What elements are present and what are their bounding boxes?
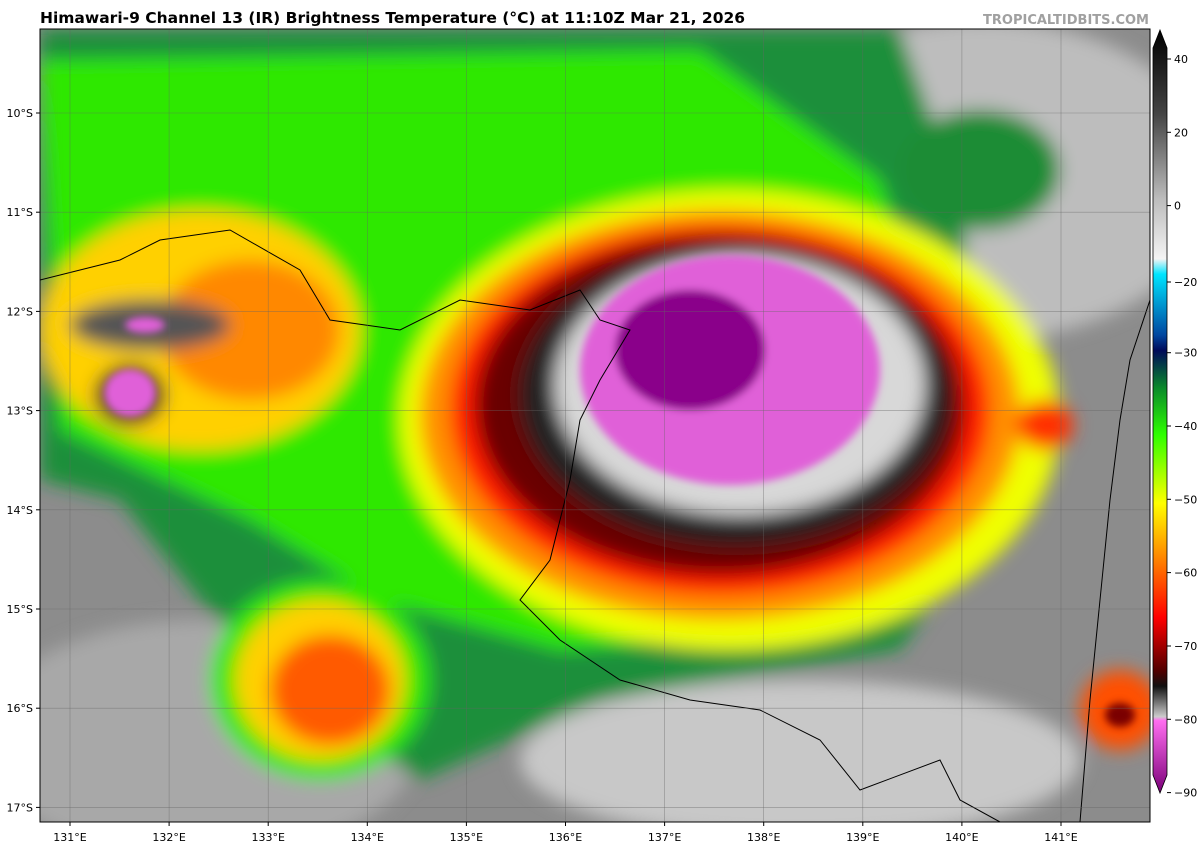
colorbar-label: 20 bbox=[1174, 126, 1188, 139]
lat-label: 12°S bbox=[7, 305, 33, 318]
lat-label: 13°S bbox=[7, 405, 33, 418]
colorbar-label: −40 bbox=[1174, 420, 1197, 433]
map-frame bbox=[39, 28, 1151, 823]
lon-label: 131°E bbox=[53, 831, 86, 844]
lon-label: 134°E bbox=[351, 831, 384, 844]
colorbar-label: 40 bbox=[1174, 53, 1188, 66]
lon-label: 135°E bbox=[450, 831, 483, 844]
lon-label: 132°E bbox=[152, 831, 185, 844]
colorbar-label: −30 bbox=[1174, 347, 1197, 360]
lat-label: 15°S bbox=[7, 603, 33, 616]
colorbar-label: 0 bbox=[1174, 200, 1181, 213]
colorbar-label: −50 bbox=[1174, 493, 1197, 506]
lon-label: 137°E bbox=[648, 831, 681, 844]
lon-label: 138°E bbox=[747, 831, 780, 844]
lon-label: 133°E bbox=[251, 831, 284, 844]
lat-label: 14°S bbox=[7, 504, 33, 517]
colorbar-label: −20 bbox=[1174, 276, 1197, 289]
lon-label: 139°E bbox=[846, 831, 879, 844]
colorbar-label: −80 bbox=[1174, 713, 1197, 726]
lat-label: 10°S bbox=[7, 107, 33, 120]
colorbar-label: −70 bbox=[1174, 640, 1197, 653]
colorbar bbox=[1152, 28, 1168, 795]
lat-label: 11°S bbox=[7, 206, 33, 219]
title: Himawari-9 Channel 13 (IR) Brightness Te… bbox=[40, 9, 745, 27]
lon-label: 136°E bbox=[549, 831, 582, 844]
credit: TROPICALTIDBITS.COM bbox=[983, 13, 1149, 28]
lat-label: 17°S bbox=[7, 801, 33, 814]
colorbar-label: −60 bbox=[1174, 567, 1197, 580]
lat-label: 16°S bbox=[7, 702, 33, 715]
satellite-image bbox=[40, 29, 1150, 822]
colorbar-label: −90 bbox=[1174, 787, 1197, 800]
lon-label: 141°E bbox=[1044, 831, 1077, 844]
lon-label: 140°E bbox=[945, 831, 978, 844]
